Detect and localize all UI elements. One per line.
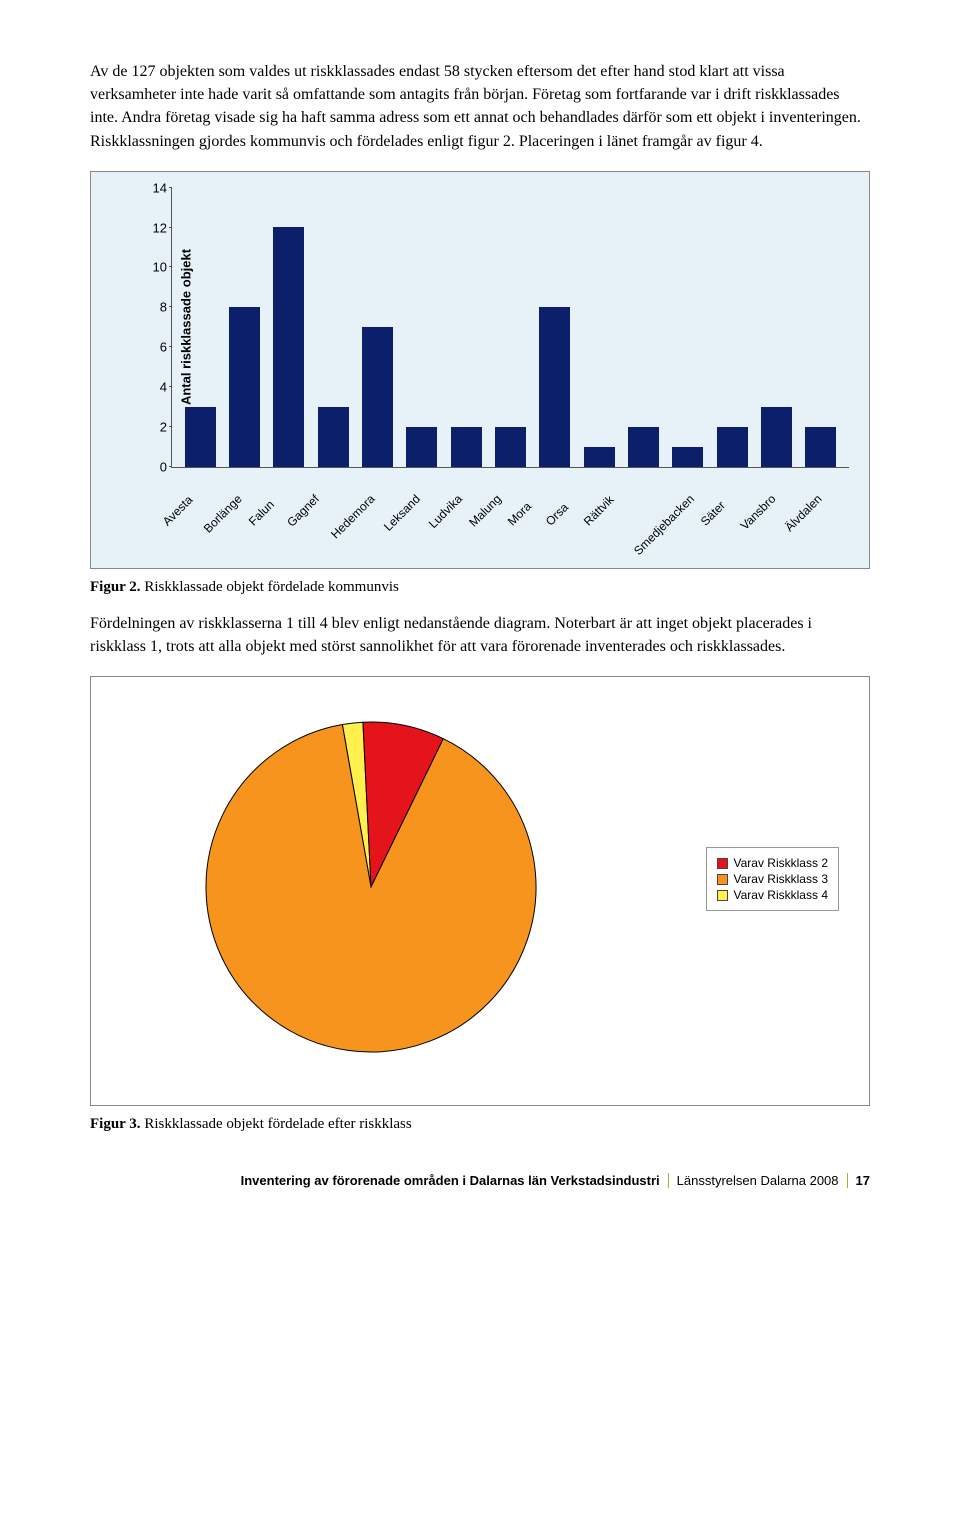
bar-column [222,188,266,467]
x-axis-labels: AvestaBorlängeFalunGagnefHedemoraLeksand… [171,468,849,558]
figure-3-text: Riskklassade objekt fördelade efter risk… [141,1116,412,1132]
bar [672,447,703,467]
footer-title: Inventering av förorenade områden i Dala… [241,1173,660,1188]
bar [229,307,260,467]
bar [628,427,659,467]
bar-column [666,188,710,467]
bar [495,427,526,467]
bar-column [267,188,311,467]
bar-column [178,188,222,467]
legend-label: Varav Riskklass 2 [734,856,828,870]
y-axis: 02468101214 [137,188,167,467]
y-tick: 8 [137,300,167,315]
footer-org: Länsstyrelsen Dalarna 2008 [677,1173,839,1188]
bar-column [710,188,754,467]
bar-column [533,188,577,467]
bar [273,227,304,467]
figure-2-caption: Figur 2. Riskklassade objekt fördelade k… [90,579,870,596]
bar-column [444,188,488,467]
bar-column [621,188,665,467]
bar-chart: 02468101214 Antal riskklassade objekt [171,188,849,468]
legend-row: Varav Riskklass 3 [717,872,828,886]
bar-column [311,188,355,467]
footer-page-number: 17 [856,1173,870,1188]
bar [318,407,349,467]
footer-divider [847,1173,848,1188]
figure-2-label: Figur 2. [90,579,141,595]
bar-column [488,188,532,467]
bar [362,327,393,467]
y-tick: 10 [137,260,167,275]
body-paragraph-2: Fördelningen av riskklasserna 1 till 4 b… [90,612,870,658]
pie-chart-container: Varav Riskklass 2 Varav Riskklass 3 Varav … [90,676,870,1106]
bar-column [754,188,798,467]
legend-swatch [717,890,728,901]
pie-legend: Varav Riskklass 2 Varav Riskklass 3 Varav … [706,847,839,911]
bar [805,427,836,467]
bar-column [355,188,399,467]
bar-column [400,188,444,467]
bar-chart-container: 02468101214 Antal riskklassade objekt Av… [90,171,870,569]
bar [539,307,570,467]
y-tick: 0 [137,459,167,474]
bar-column [799,188,843,467]
footer-divider [668,1173,669,1188]
y-tick: 14 [137,180,167,195]
body-paragraph-1: Av de 127 objekten som valdes ut riskkla… [90,60,870,153]
bar [584,447,615,467]
y-tick: 4 [137,380,167,395]
pie-wrap [201,717,541,1062]
bar [761,407,792,467]
legend-row: Varav Riskklass 4 [717,888,828,902]
bar-column [577,188,621,467]
figure-3-label: Figur 3. [90,1116,141,1132]
bar [185,407,216,467]
page-footer: Inventering av förorenade områden i Dala… [90,1173,870,1188]
bar [717,427,748,467]
pie-chart [201,717,541,1057]
legend-label: Varav Riskklass 4 [734,888,828,902]
y-tick: 6 [137,340,167,355]
legend-swatch [717,874,728,885]
y-tick: 2 [137,419,167,434]
figure-2-text: Riskklassade objekt fördelade kommunvis [141,579,399,595]
legend-label: Varav Riskklass 3 [734,872,828,886]
bar [451,427,482,467]
legend-row: Varav Riskklass 2 [717,856,828,870]
figure-3-caption: Figur 3. Riskklassade objekt fördelade e… [90,1116,870,1133]
y-tick: 12 [137,220,167,235]
legend-swatch [717,858,728,869]
bar [406,427,437,467]
